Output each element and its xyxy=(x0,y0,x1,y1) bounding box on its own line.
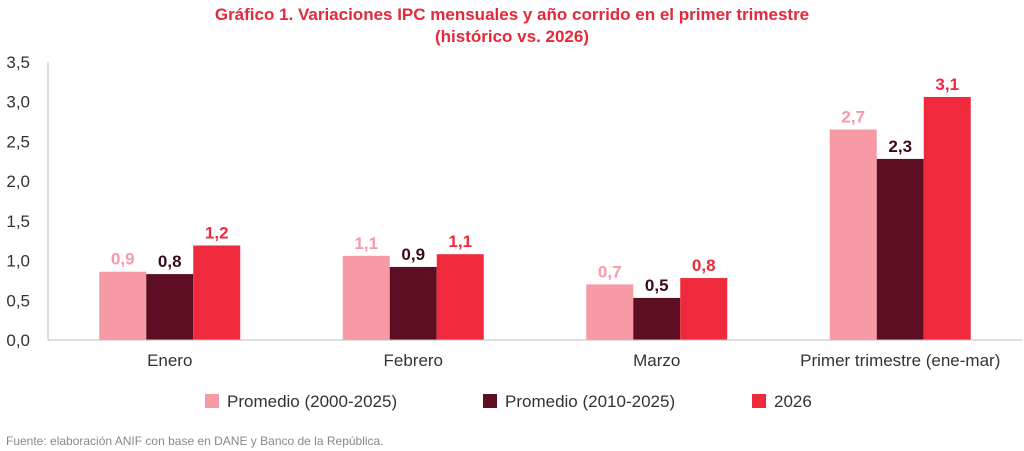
data-label: 3,1 xyxy=(935,75,959,94)
legend-swatch xyxy=(483,394,497,408)
bar xyxy=(389,266,437,340)
data-label: 0,5 xyxy=(645,276,669,295)
bar xyxy=(923,96,971,340)
data-label: 1,2 xyxy=(205,223,229,242)
data-label: 1,1 xyxy=(448,232,472,251)
y-axis: 0,0 0,5 1,0 1,5 2,0 2,5 3,0 3,5 xyxy=(6,53,49,350)
bar xyxy=(342,255,390,340)
x-tick-label: Primer trimestre (ene-mar) xyxy=(800,351,1000,370)
legend-label: 2026 xyxy=(774,392,812,411)
bars xyxy=(99,96,971,340)
bar xyxy=(829,129,877,340)
bar xyxy=(146,274,194,340)
data-label: 2,7 xyxy=(841,108,865,127)
data-label: 2,3 xyxy=(888,137,912,156)
bar xyxy=(99,271,147,340)
y-tick-label: 2,0 xyxy=(6,172,30,191)
legend: Promedio (2000-2025) Promedio (2010-2025)… xyxy=(205,392,812,411)
data-label: 0,7 xyxy=(598,262,622,281)
legend-swatch xyxy=(205,394,219,408)
y-tick-label: 0,5 xyxy=(6,291,30,310)
bar xyxy=(193,245,241,340)
chart-subtitle: (histórico vs. 2026) xyxy=(435,27,589,46)
x-tick-label: Enero xyxy=(147,351,192,370)
bar xyxy=(680,278,728,340)
legend-label: Promedio (2010-2025) xyxy=(505,392,675,411)
data-label: 0,8 xyxy=(692,256,716,275)
y-tick-label: 1,5 xyxy=(6,212,30,231)
x-axis: Enero Febrero Marzo Primer trimestre (ene-m… xyxy=(48,339,1022,370)
y-tick-label: 3,0 xyxy=(6,93,30,112)
bar xyxy=(876,158,924,340)
bar xyxy=(633,297,681,340)
source-note: Fuente: elaboración ANIF con base en DAN… xyxy=(6,434,384,448)
legend-label: Promedio (2000-2025) xyxy=(227,392,397,411)
chart-title: Gráfico 1. Variaciones IPC mensuales y a… xyxy=(215,5,809,24)
data-labels: 0,9 0,8 1,2 1,1 0,9 1,1 0,7 0,5 0,8 2,7 2,3 3,1 xyxy=(111,75,959,295)
bar xyxy=(436,254,484,340)
data-label: 1,1 xyxy=(354,234,378,253)
x-tick-label: Febrero xyxy=(383,351,443,370)
x-tick-label: Marzo xyxy=(633,351,680,370)
y-tick-label: 3,5 xyxy=(6,53,30,72)
data-label: 0,9 xyxy=(401,245,425,264)
bar xyxy=(586,284,634,340)
y-tick-label: 2,5 xyxy=(6,132,30,151)
data-label: 0,8 xyxy=(158,252,182,271)
data-label: 0,9 xyxy=(111,250,135,269)
legend-swatch xyxy=(752,394,766,408)
y-tick-label: 0,0 xyxy=(6,331,30,350)
y-tick-label: 1,0 xyxy=(6,252,30,271)
